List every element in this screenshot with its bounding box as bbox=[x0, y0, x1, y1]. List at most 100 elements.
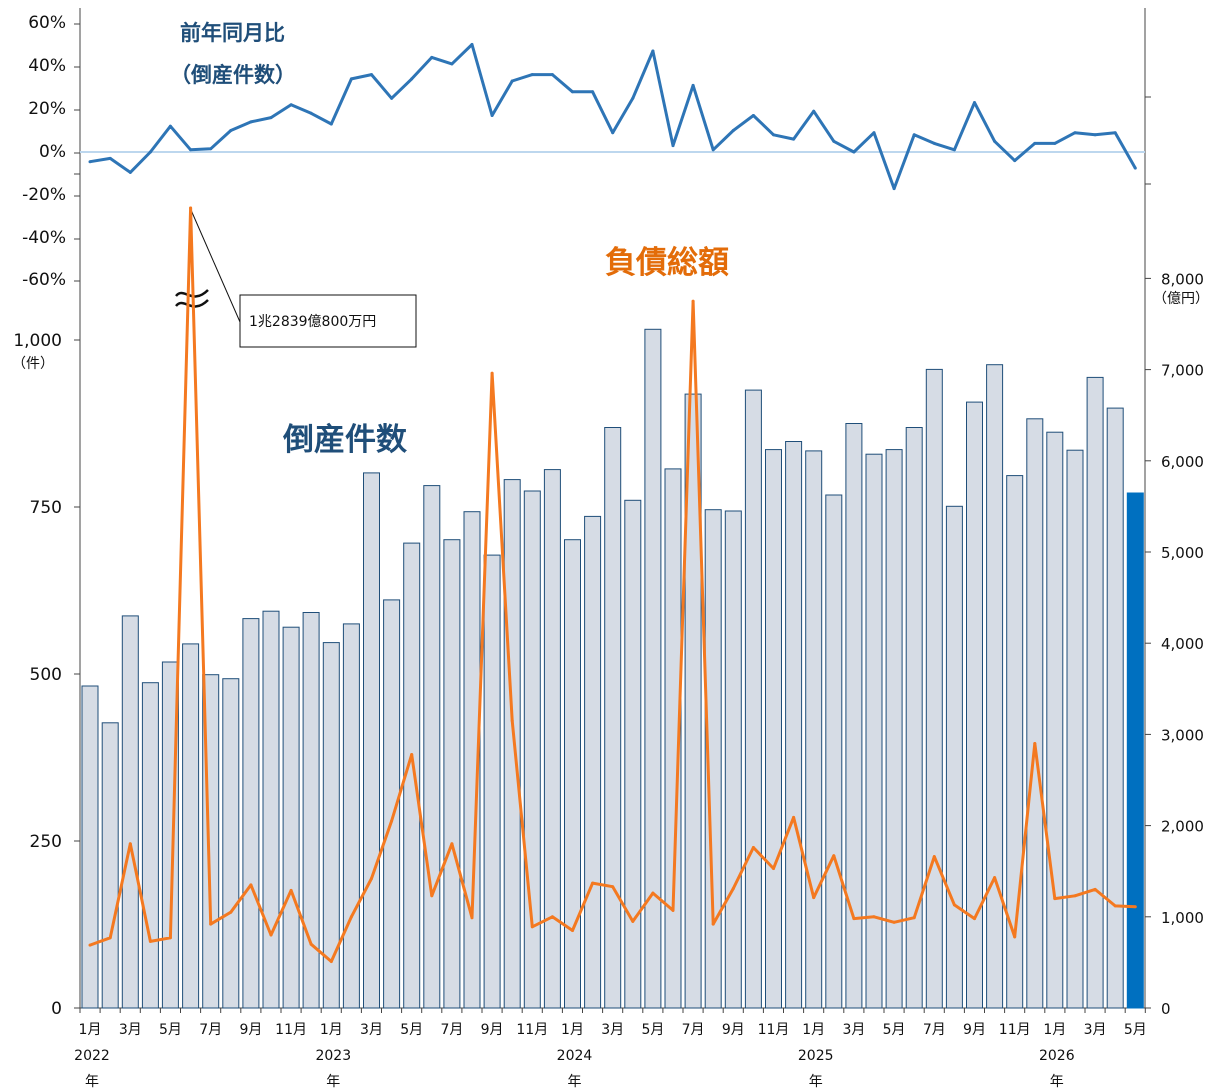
count-bar bbox=[1026, 418, 1044, 1009]
yoy-point bbox=[952, 148, 956, 152]
x-tick-label: 11月 bbox=[999, 1022, 1031, 1038]
yoy-point bbox=[128, 170, 132, 174]
x-tick-label: 9月 bbox=[481, 1022, 504, 1038]
yoy-point bbox=[1113, 131, 1117, 135]
x-tick-label: 5月 bbox=[1124, 1022, 1147, 1038]
right-tick-label: 4,000 bbox=[1161, 635, 1204, 653]
count-bar bbox=[1066, 449, 1084, 1009]
debt-point bbox=[973, 917, 976, 921]
count-bar bbox=[664, 468, 682, 1009]
right-tick-label: 0 bbox=[1161, 1000, 1171, 1018]
yoy-point bbox=[591, 90, 595, 94]
count-bar bbox=[1046, 431, 1064, 1009]
yoy-point bbox=[973, 101, 976, 105]
debt-point bbox=[370, 877, 373, 880]
year-label: 2022 bbox=[74, 1048, 110, 1064]
count-bar bbox=[383, 599, 401, 1009]
count-bar bbox=[825, 494, 843, 1009]
yoy-point bbox=[430, 55, 434, 59]
count-bar bbox=[483, 554, 501, 1009]
x-tick-label: 11月 bbox=[516, 1022, 548, 1038]
x-tick-label: 3月 bbox=[601, 1022, 624, 1038]
yoy-point bbox=[932, 141, 936, 145]
count-bar bbox=[1106, 407, 1124, 1009]
yoy-tick-label: 0% bbox=[39, 142, 66, 162]
debt-point bbox=[229, 910, 233, 914]
count-bar bbox=[342, 623, 360, 1009]
yoy-tick-label: 60% bbox=[28, 13, 66, 33]
x-tick-label: 9月 bbox=[963, 1022, 986, 1038]
yoy-point bbox=[792, 137, 796, 141]
count-bar bbox=[865, 453, 883, 1009]
yoy-tick-label: -20% bbox=[22, 185, 66, 205]
count-bar bbox=[644, 328, 662, 1009]
yoy-point bbox=[872, 131, 876, 135]
yoy-point bbox=[1033, 141, 1037, 145]
debt-point bbox=[731, 887, 735, 890]
count-title: 倒産件数 bbox=[282, 422, 407, 458]
year-suffix: 年 bbox=[809, 1074, 823, 1090]
debt-point bbox=[450, 842, 454, 846]
yoy-point bbox=[229, 129, 233, 132]
debt-point bbox=[691, 299, 695, 303]
debt-point bbox=[430, 894, 434, 898]
yoy-point bbox=[731, 129, 735, 132]
right-tick-label: 7,000 bbox=[1161, 362, 1204, 380]
debt-point bbox=[88, 943, 92, 947]
debt-point bbox=[349, 915, 353, 919]
x-tick-label: 1月 bbox=[561, 1022, 584, 1038]
debt-point bbox=[410, 753, 414, 756]
debt-point bbox=[912, 916, 916, 920]
yoy-point bbox=[470, 43, 474, 46]
x-tick-label: 5月 bbox=[400, 1022, 423, 1038]
debt-point bbox=[792, 815, 796, 819]
yoy-point bbox=[912, 133, 916, 137]
count-bar bbox=[905, 427, 923, 1009]
count-bar bbox=[403, 542, 421, 1009]
x-tick-label: 11月 bbox=[758, 1022, 790, 1038]
x-tick-label: 7月 bbox=[199, 1022, 222, 1038]
debt-point bbox=[108, 936, 112, 940]
debt-point bbox=[249, 883, 253, 887]
yoy-point bbox=[1053, 141, 1057, 145]
count-bar bbox=[423, 485, 441, 1009]
yoy-point bbox=[711, 148, 715, 152]
debt-point bbox=[751, 846, 755, 849]
yoy-point bbox=[249, 120, 253, 124]
yoy-tick-label: 40% bbox=[28, 56, 66, 76]
yoy-point bbox=[309, 111, 313, 115]
yoy-point bbox=[390, 96, 394, 100]
count-bar bbox=[1126, 492, 1144, 1009]
yoy-title-line1: 前年同月比 bbox=[180, 21, 285, 45]
x-tick-label: 3月 bbox=[842, 1022, 865, 1038]
count-bar bbox=[101, 722, 119, 1009]
year-label: 2026 bbox=[1039, 1048, 1075, 1064]
x-tick-label: 5月 bbox=[641, 1022, 664, 1038]
debt-point bbox=[892, 920, 896, 924]
x-tick-label: 7月 bbox=[682, 1022, 705, 1038]
year-suffix: 年 bbox=[326, 1074, 340, 1090]
left-axis-unit: （件） bbox=[12, 356, 54, 372]
count-bar bbox=[805, 450, 823, 1009]
debt-point bbox=[1033, 742, 1037, 745]
x-tick-label: 9月 bbox=[722, 1022, 745, 1038]
debt-point bbox=[591, 881, 595, 885]
x-tick-label: 5月 bbox=[883, 1022, 906, 1038]
yoy-point bbox=[571, 90, 574, 94]
yoy-title-line2: （倒産件数） bbox=[170, 63, 296, 87]
year-label: 2025 bbox=[798, 1048, 834, 1064]
count-bar bbox=[564, 539, 581, 1009]
x-tick-label: 5月 bbox=[159, 1022, 182, 1038]
count-bar bbox=[262, 610, 280, 1009]
debt-point bbox=[490, 371, 494, 375]
left-tick-label: 1,000 bbox=[13, 331, 62, 351]
count-bar bbox=[81, 685, 99, 1009]
right-tick-label: 6,000 bbox=[1161, 453, 1204, 471]
yoy-point bbox=[832, 139, 836, 143]
debt-point bbox=[651, 891, 655, 895]
count-bar bbox=[141, 682, 159, 1009]
debt-point bbox=[993, 876, 997, 880]
yoy-point bbox=[269, 116, 273, 120]
x-tick-label: 9月 bbox=[239, 1022, 262, 1038]
yoy-point bbox=[550, 73, 554, 77]
